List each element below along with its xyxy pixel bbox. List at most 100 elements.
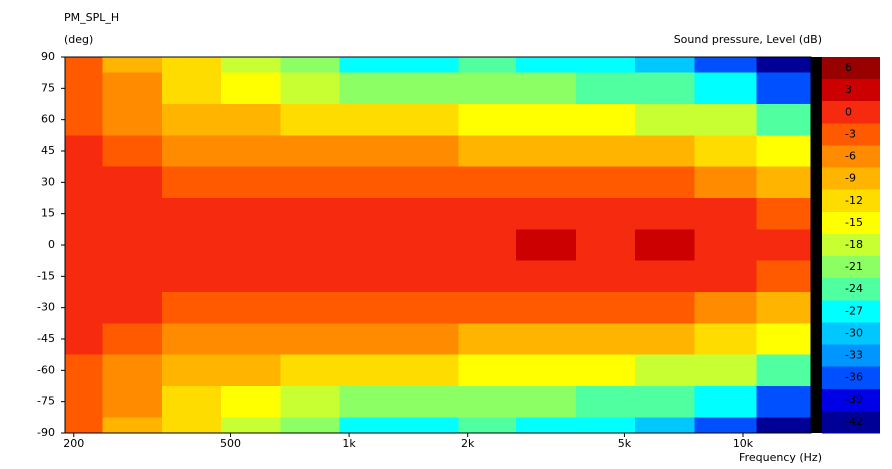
contour-cell: [102, 72, 163, 105]
colorbar-band: [822, 167, 880, 191]
contour-cell: [398, 292, 459, 324]
contour-cell: [65, 57, 104, 74]
contour-cell: [398, 417, 459, 434]
contour-cell: [516, 135, 577, 168]
contour-cell: [280, 135, 341, 168]
contour-cell: [339, 135, 400, 168]
colorbar-label: -33: [845, 349, 863, 362]
contour-cell: [102, 166, 163, 199]
contour-cell: [516, 292, 577, 324]
contour-cell: [516, 198, 577, 230]
x-tick-label: 200: [63, 437, 84, 450]
colorbar-label: -18: [845, 238, 863, 251]
contour-cell: [161, 104, 222, 136]
colorbar-label: -42: [845, 415, 863, 428]
contour-cell: [756, 198, 812, 230]
contour-cell: [756, 292, 812, 324]
contour-cell: [516, 57, 577, 74]
contour-cell: [756, 260, 812, 293]
contour-cell: [756, 229, 812, 262]
contour-cell: [221, 72, 281, 105]
contour-cell: [161, 417, 222, 434]
contour-cell: [756, 135, 812, 168]
colorbar-band: [822, 145, 880, 169]
colorbar-band: [822, 189, 880, 213]
contour-cell: [398, 354, 459, 387]
contour-cell: [221, 354, 281, 387]
contour-cell: [161, 354, 222, 387]
contour-cell: [280, 292, 341, 324]
y-axis-label: (deg): [64, 33, 93, 46]
y-tick-label: 90: [41, 50, 55, 63]
contour-cell: [280, 354, 341, 387]
contour-cell: [756, 57, 812, 74]
contour-cell: [339, 198, 400, 230]
contour-cell: [635, 104, 695, 136]
contour-cell: [756, 354, 812, 387]
contour-cell: [221, 386, 281, 418]
colorbar-label: -36: [845, 371, 863, 384]
contour-cell: [516, 229, 577, 262]
contour-cell: [756, 166, 812, 199]
chart-title: PM_SPL_H: [64, 11, 119, 24]
contour-cell: [694, 72, 757, 105]
x-tick-label: 10k: [733, 437, 754, 450]
y-tick-label: 0: [48, 238, 55, 251]
contour-cell: [398, 386, 459, 418]
contour-cell: [635, 292, 695, 324]
contour-cell: [65, 323, 104, 356]
contour-cell: [694, 229, 757, 262]
contour-cell: [221, 229, 281, 262]
contour-cell: [458, 386, 517, 418]
contour-cell: [102, 229, 163, 262]
contour-cell: [516, 260, 577, 293]
contour-cell: [161, 57, 222, 74]
contour-cell: [694, 417, 757, 434]
contour-cell: [458, 354, 517, 387]
contour-cell: [575, 417, 636, 434]
contour-cell: [756, 386, 812, 418]
contour-cell: [694, 57, 757, 74]
contour-cell: [635, 323, 695, 356]
contour-cell: [65, 72, 104, 105]
contour-cell: [756, 104, 812, 136]
contour-cell: [694, 104, 757, 136]
contour-cell: [635, 386, 695, 418]
contour-cell: [102, 260, 163, 293]
contour-cell: [221, 198, 281, 230]
x-axis-label: Frequency (Hz): [739, 451, 822, 464]
contour-cell: [694, 386, 757, 418]
contour-cell: [635, 57, 695, 74]
contour-cell: [65, 166, 104, 199]
colorbar-label: -15: [845, 216, 863, 229]
contour-cell: [221, 292, 281, 324]
contour-cell: [339, 386, 400, 418]
colorbar-strip: [811, 57, 822, 433]
contour-cell: [575, 260, 636, 293]
colorbar-label: 0: [845, 105, 852, 118]
contour-cell: [161, 198, 222, 230]
y-tick-label: -60: [37, 363, 55, 376]
contour-cell: [398, 166, 459, 199]
contour-cell: [280, 229, 341, 262]
contour-cell: [458, 57, 517, 74]
colorbar-label: -3: [845, 127, 856, 140]
contour-cell: [65, 292, 104, 324]
colorbar-band: [822, 57, 880, 80]
contour-cell: [575, 292, 636, 324]
colorbar-band: [822, 79, 880, 102]
x-tick-label: 5k: [618, 437, 632, 450]
contour-cell: [221, 57, 281, 74]
y-tick-label: -75: [37, 395, 55, 408]
colorbar-label: -30: [845, 326, 863, 339]
contour-cell: [65, 229, 104, 262]
contour-cell: [516, 72, 577, 105]
contour-cell: [221, 166, 281, 199]
contour-cell: [280, 417, 341, 434]
contour-cell: [694, 198, 757, 230]
contour-cell: [458, 229, 517, 262]
contour-cell: [516, 166, 577, 199]
contour-cell: [161, 166, 222, 199]
contour-cell: [280, 57, 341, 74]
colorbar-label: -12: [845, 194, 863, 207]
